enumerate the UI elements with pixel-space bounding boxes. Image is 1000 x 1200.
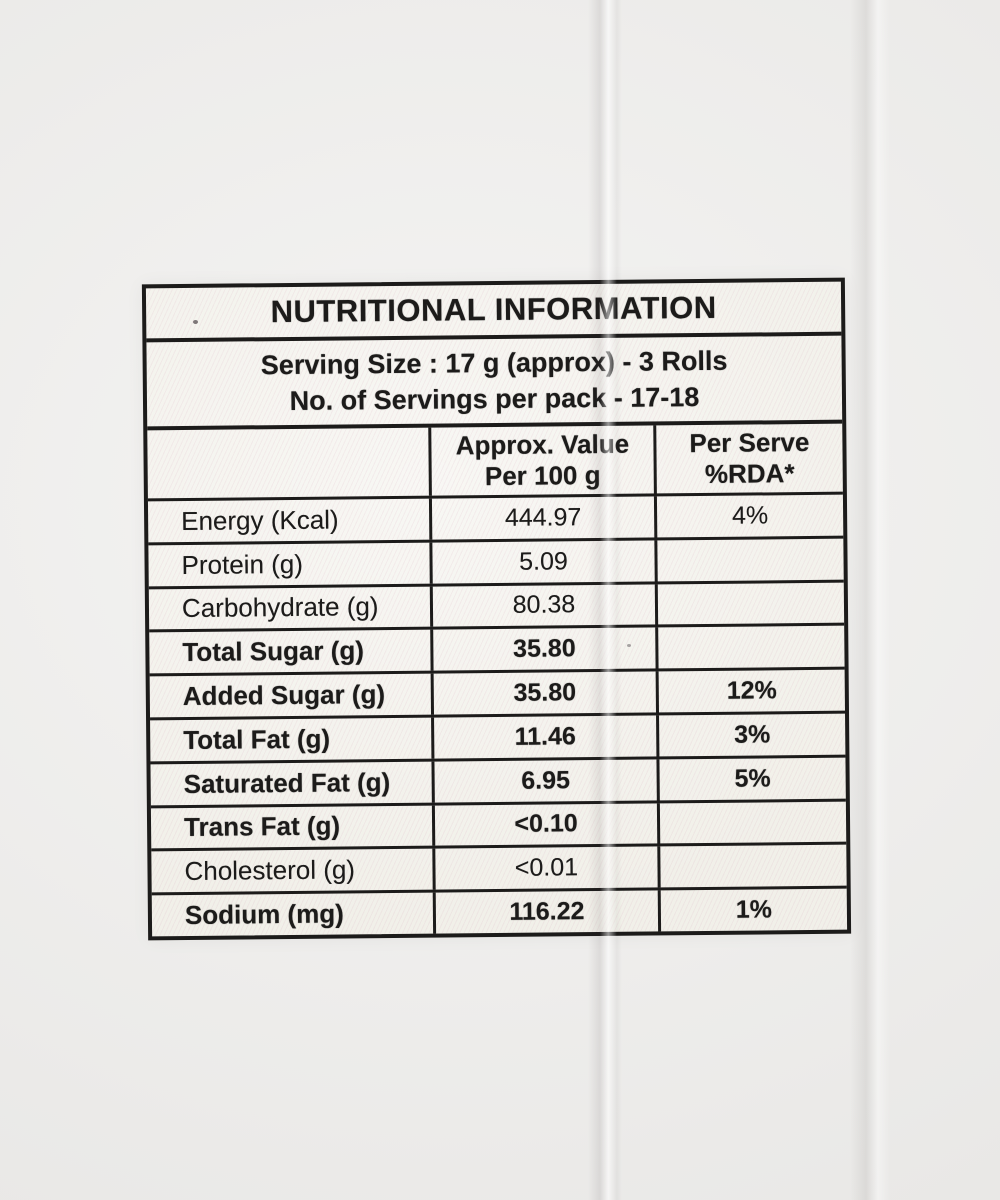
serving-info: Serving Size : 17 g (approx) - 3 Rolls N…	[146, 335, 843, 431]
nutrient-value: 116.22	[432, 890, 659, 934]
nutrient-value: 35.80	[430, 627, 656, 671]
nutrient-value: 80.38	[429, 584, 656, 628]
nutrient-rda	[657, 845, 847, 888]
table-row-trans-fat: Trans Fat (g) <0.10	[150, 798, 847, 849]
nutrient-value: 11.46	[431, 715, 657, 759]
table-row-carbohydrate: Carbohydrate (g) 80.38	[148, 579, 845, 630]
nutrient-rda: 5%	[656, 757, 846, 801]
nutrient-label: Carbohydrate (g)	[181, 591, 379, 624]
nutrient-label: Saturated Fat (g)	[183, 766, 391, 799]
nutrient-label: Energy (Kcal)	[180, 504, 339, 536]
nutrient-label: Added Sugar (g)	[182, 679, 386, 712]
nutrient-column-header-empty	[147, 428, 429, 499]
nutrient-label: Protein (g)	[181, 548, 304, 580]
table-row-added-sugar: Added Sugar (g) 35.80 12%	[149, 666, 845, 718]
nutrient-rows: Energy (Kcal) 444.97 4% Protein (g) 5.09…	[147, 491, 848, 937]
nutrient-value: 444.97	[428, 496, 655, 540]
table-title: NUTRITIONAL INFORMATION	[145, 281, 842, 343]
nutrient-rda: 3%	[656, 713, 846, 757]
nutrient-rda	[654, 538, 844, 582]
package-edge-shadow	[850, 0, 890, 1200]
table-row-cholesterol: Cholesterol (g) <0.01	[151, 842, 847, 893]
nutrient-value: 5.09	[429, 540, 655, 584]
rda-column-header: Per Serve %RDA*	[653, 423, 843, 494]
nutrient-rda: 1%	[657, 888, 848, 932]
servings-per-pack-line: No. of Servings per pack - 17-18	[289, 382, 700, 416]
nutrient-value: <0.10	[431, 803, 658, 847]
table-row-total-fat: Total Fat (g) 11.46 3%	[150, 710, 846, 762]
nutrient-value: 6.95	[431, 759, 657, 803]
nutrient-label: Cholesterol (g)	[184, 854, 356, 887]
nutrient-rda: 12%	[655, 669, 845, 713]
nutrient-label: Total Sugar (g)	[182, 635, 365, 668]
nutrient-rda	[655, 626, 845, 669]
table-row-protein: Protein (g) 5.09	[148, 535, 844, 586]
table-row-total-sugar: Total Sugar (g) 35.80	[149, 623, 845, 674]
serving-size-line: Serving Size : 17 g (approx) - 3 Rolls	[260, 345, 728, 380]
nutrient-label: Sodium (mg)	[184, 898, 344, 931]
nutrient-rda	[654, 582, 845, 625]
nutrient-value: 35.80	[430, 671, 657, 715]
value-column-header: Approx. Value Per 100 g	[428, 425, 654, 496]
nutrient-label: Trans Fat (g)	[183, 810, 341, 843]
nutrient-label: Total Fat (g)	[183, 723, 331, 755]
nutrient-rda	[656, 801, 847, 844]
table-row-saturated-fat: Saturated Fat (g) 6.95 5%	[150, 754, 846, 805]
nutrition-facts-table: NUTRITIONAL INFORMATION Serving Size : 1…	[141, 277, 852, 941]
table-row-energy: Energy (Kcal) 444.97 4%	[147, 491, 844, 543]
column-header-row: Approx. Value Per 100 g Per Serve %RDA*	[147, 423, 843, 499]
nutrient-rda: 4%	[653, 494, 844, 538]
nutrient-value: <0.01	[432, 846, 658, 890]
table-row-sodium: Sodium (mg) 116.22 1%	[151, 885, 848, 937]
